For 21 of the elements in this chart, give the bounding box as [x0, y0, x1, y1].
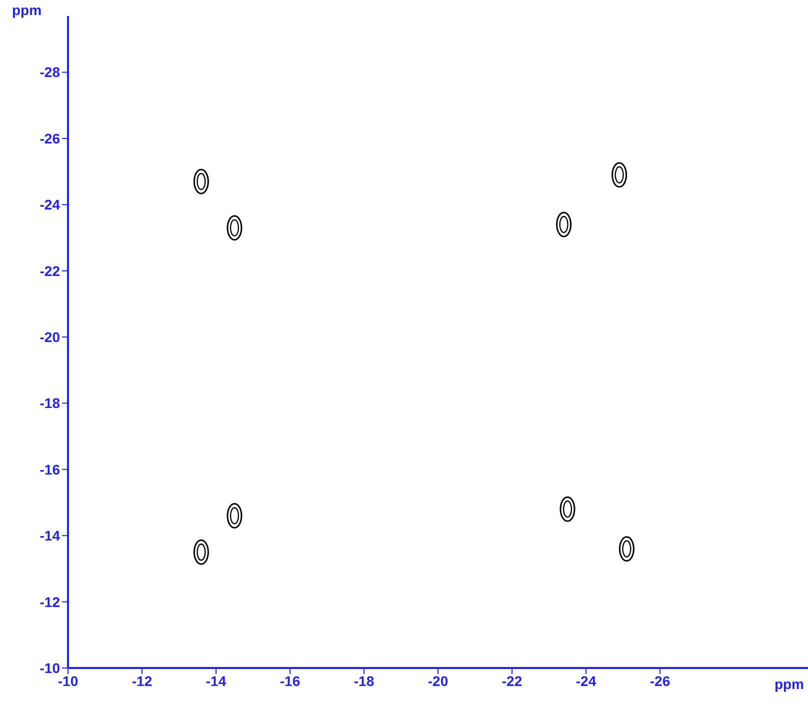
y-tick-label: -24 — [40, 196, 60, 213]
y-tick-label: -12 — [40, 594, 60, 610]
x-axis-title: ppm — [774, 676, 804, 692]
y-tick-label: -22 — [40, 262, 60, 279]
y-tick-label: -28 — [40, 64, 60, 80]
x-tick-label: -26 — [650, 672, 670, 689]
y-tick-label: -14 — [40, 528, 60, 544]
x-tick-label: -12 — [132, 672, 152, 689]
y-axis-title: ppm — [12, 2, 42, 18]
x-tick-label: -24 — [576, 672, 596, 689]
y-tick-label: -16 — [40, 461, 60, 478]
y-tick-label: -20 — [40, 329, 60, 346]
x-tick-label: -16 — [280, 672, 300, 689]
y-tick-label: -10 — [40, 660, 60, 676]
x-tick-label: -20 — [428, 672, 448, 689]
x-tick-label: -10 — [58, 672, 78, 689]
y-tick-label: -26 — [40, 130, 60, 146]
x-tick-label: -18 — [354, 672, 374, 689]
x-tick-label: -14 — [206, 672, 226, 689]
x-tick-label: -22 — [502, 672, 522, 689]
y-tick-label: -18 — [40, 395, 60, 412]
